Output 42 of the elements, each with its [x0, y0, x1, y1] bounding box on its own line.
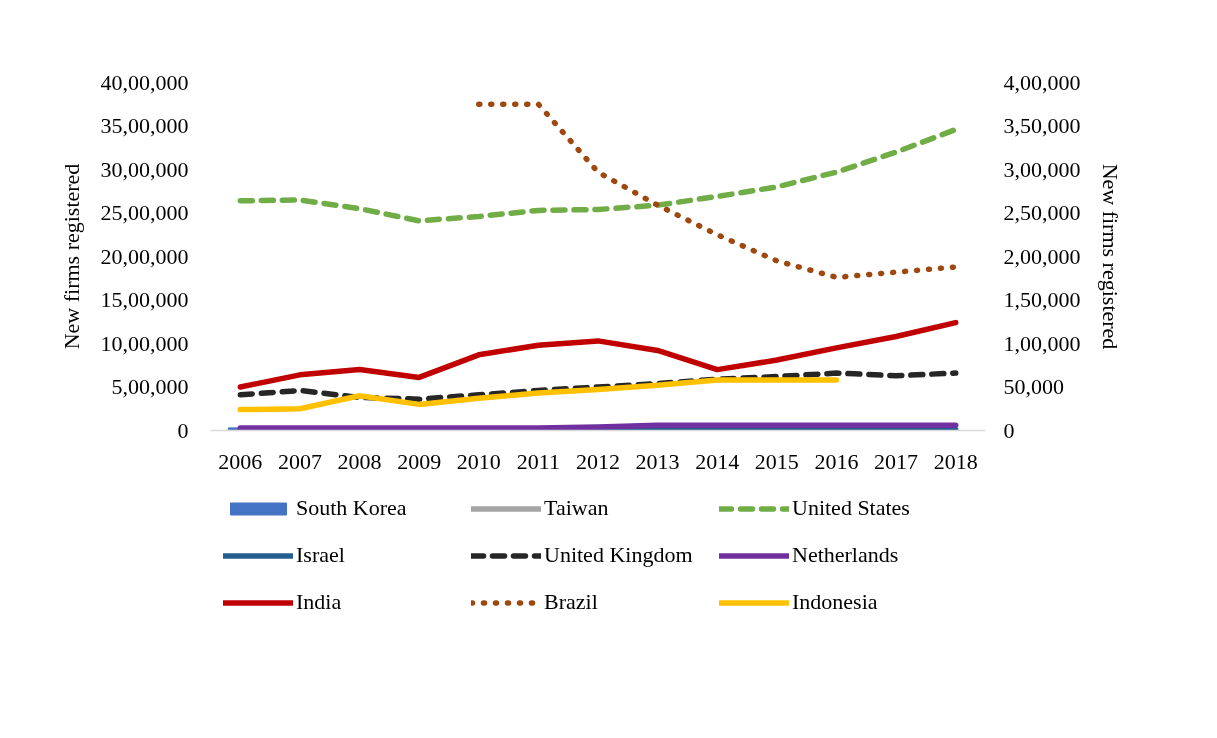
x-tick-label: 2008: [337, 448, 382, 474]
y2-tick-label: 2,50,000: [1003, 200, 1081, 225]
legend-label: United Kingdom: [544, 541, 694, 569]
y2-tick-label: 50,000: [1003, 374, 1064, 399]
y-axis-title: New firms registered: [58, 163, 84, 350]
legend-label: India: [296, 588, 343, 616]
legend-label: Indonesia: [792, 588, 879, 616]
y2-tick-label: 3,00,000: [1003, 156, 1081, 182]
legend-label: Netherlands: [792, 541, 900, 569]
x-tick-label: 2014: [695, 448, 740, 474]
y2-tick-label: 0: [1003, 417, 1015, 443]
x-tick-label: 2009: [397, 448, 442, 474]
legend-label: Taiwan: [544, 494, 610, 522]
y2-tick-label: 1,50,000: [1003, 287, 1081, 312]
x-tick-label: 2011: [516, 448, 560, 474]
x-tick-label: 2013: [635, 448, 680, 474]
x-tick-label: 2012: [576, 448, 620, 474]
y-tick-label: 15,00,000: [100, 287, 189, 312]
x-tick-label: 2015: [754, 448, 799, 474]
x-tick-label: 2016: [814, 448, 859, 474]
x-tick-label: 2006: [218, 448, 263, 474]
y-tick-label: 35,00,000: [100, 113, 189, 138]
y-tick-label: 10,00,000: [100, 330, 189, 356]
y2-axis-title: New firms registered: [1097, 163, 1123, 350]
legend-label: South Korea: [296, 494, 408, 522]
y-tick-label: 20,00,000: [100, 243, 189, 269]
x-tick-label: 2010: [456, 448, 501, 474]
legend-label: United States: [792, 494, 911, 522]
y-tick-label: 5,00,000: [111, 374, 189, 399]
x-tick-label: 2007: [277, 448, 322, 474]
x-tick-label: 2017: [874, 448, 919, 474]
y-tick-label: 0: [177, 417, 189, 443]
y-tick-label: 40,00,000: [100, 69, 189, 95]
y2-tick-label: 1,00,000: [1003, 330, 1081, 356]
x-tick-label: 2018: [933, 448, 978, 474]
y-tick-label: 30,00,000: [100, 156, 189, 182]
legend-label: Brazil: [544, 588, 599, 616]
legend-label: Israel: [296, 541, 346, 569]
y2-tick-label: 3,50,000: [1003, 113, 1081, 138]
y2-tick-label: 2,00,000: [1003, 243, 1081, 269]
y-tick-label: 25,00,000: [100, 200, 189, 225]
y2-tick-label: 4,00,000: [1003, 69, 1081, 95]
